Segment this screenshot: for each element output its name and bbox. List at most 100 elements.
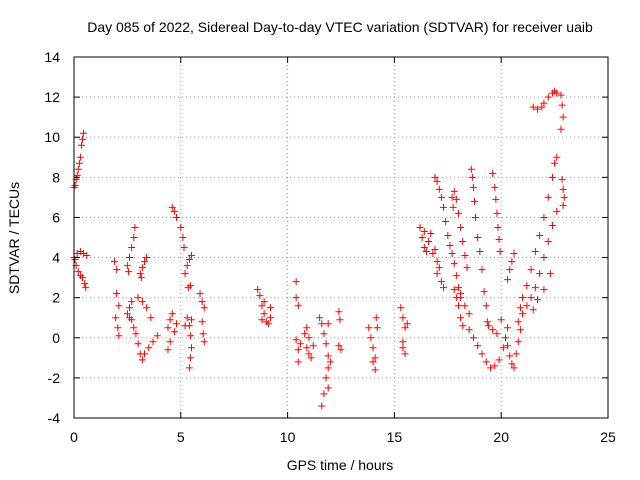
data-point <box>544 193 552 201</box>
data-point <box>71 181 79 189</box>
data-point <box>534 296 542 304</box>
data-point <box>136 270 144 278</box>
data-point <box>478 266 486 274</box>
data-point <box>551 159 559 167</box>
y-tick-label: -4 <box>48 410 61 426</box>
data-point <box>482 358 490 366</box>
x-tick-label: 15 <box>387 429 403 445</box>
data-point <box>399 338 407 346</box>
data-point <box>113 290 121 298</box>
data-point <box>173 213 181 221</box>
data-point <box>457 223 465 231</box>
series-s13 <box>292 278 302 310</box>
series-s19 <box>416 223 448 292</box>
data-point <box>181 322 189 330</box>
data-point <box>83 252 91 260</box>
data-point <box>442 217 450 225</box>
data-point <box>198 298 206 306</box>
data-point <box>431 246 439 254</box>
data-point <box>433 258 441 266</box>
data-point <box>372 314 380 322</box>
data-point <box>457 290 465 298</box>
data-point <box>508 360 516 368</box>
data-point <box>420 244 428 252</box>
series-s5 <box>123 294 161 364</box>
data-point <box>303 324 311 332</box>
data-point <box>492 195 500 203</box>
series-s11 <box>196 290 208 346</box>
data-point <box>514 318 522 326</box>
data-point <box>137 274 145 282</box>
y-tick-label: 6 <box>52 209 60 225</box>
data-point <box>267 304 275 312</box>
x-tick-label: 0 <box>70 429 78 445</box>
data-point <box>454 302 462 310</box>
data-point <box>177 223 185 231</box>
data-point <box>422 248 430 256</box>
data-point <box>258 302 266 310</box>
data-point <box>454 284 462 292</box>
data-point <box>435 264 443 272</box>
data-point <box>181 270 189 278</box>
data-point <box>491 362 499 370</box>
series-s7 <box>164 310 181 354</box>
data-point <box>179 234 187 241</box>
x-tick-label: 10 <box>280 429 296 445</box>
data-point <box>184 284 192 292</box>
data-point <box>465 326 473 334</box>
data-point <box>200 304 208 312</box>
data-point <box>431 173 439 181</box>
data-point <box>461 252 469 260</box>
data-point <box>495 356 503 364</box>
data-point <box>164 346 172 354</box>
data-point <box>452 195 460 203</box>
data-point <box>418 234 426 241</box>
data-point <box>128 298 136 306</box>
data-point <box>504 276 512 284</box>
chart-title: Day 085 of 2022, Sidereal Day-to-day VTE… <box>87 19 593 35</box>
data-point <box>512 350 520 358</box>
data-point <box>527 266 535 274</box>
data-point <box>553 89 561 97</box>
data-point <box>324 384 332 392</box>
data-point <box>258 316 266 324</box>
data-point <box>126 314 134 322</box>
data-point <box>143 254 151 262</box>
data-point <box>76 153 84 161</box>
data-point <box>200 338 208 346</box>
data-point <box>536 231 544 239</box>
data-point <box>180 244 188 252</box>
data-point <box>373 324 381 332</box>
data-point <box>292 294 300 302</box>
data-point <box>365 324 373 332</box>
data-point <box>468 173 476 181</box>
data-point <box>369 344 377 352</box>
data-point <box>452 272 460 280</box>
y-tick-label: 14 <box>44 49 60 65</box>
data-point <box>474 234 482 241</box>
data-point <box>450 260 458 268</box>
data-point <box>557 125 565 133</box>
data-point <box>493 209 501 217</box>
data-point <box>305 334 313 342</box>
series-s18 <box>397 304 411 358</box>
data-point <box>318 402 326 410</box>
data-point <box>538 103 546 111</box>
data-point <box>115 332 123 340</box>
data-point <box>186 354 194 362</box>
series-s26 <box>504 250 518 284</box>
data-point <box>81 280 89 288</box>
data-point <box>145 344 153 352</box>
data-point <box>187 344 195 352</box>
data-point <box>82 284 90 292</box>
data-point <box>544 238 552 246</box>
data-point <box>449 203 457 211</box>
data-point <box>335 342 343 350</box>
data-point <box>536 270 544 278</box>
data-point <box>123 262 131 270</box>
data-point <box>292 278 300 286</box>
data-point <box>499 344 507 352</box>
data-point <box>474 342 482 350</box>
data-point <box>124 268 132 276</box>
